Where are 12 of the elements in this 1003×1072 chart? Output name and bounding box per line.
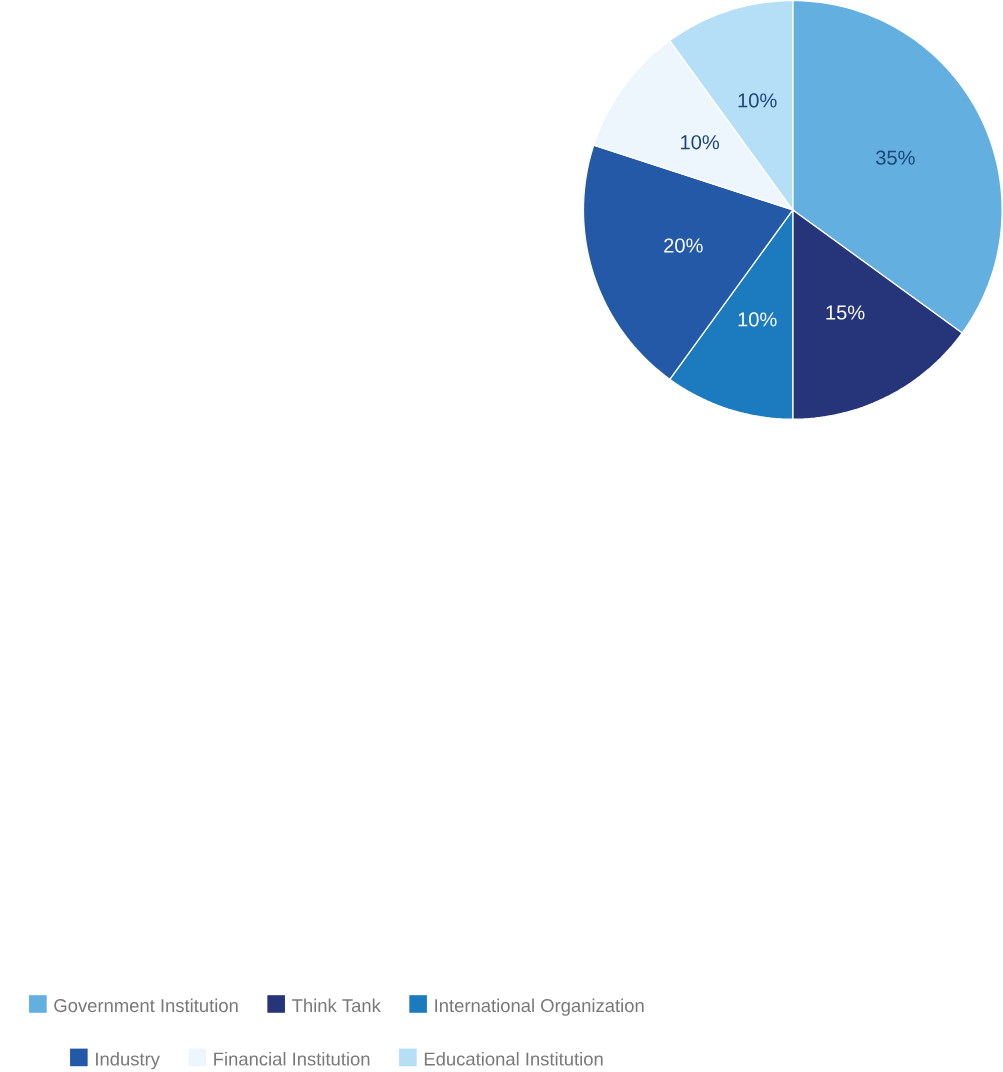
- data-label: 10%: [738, 312, 777, 327]
- legend-label: Think Tank: [292, 998, 381, 1013]
- data-label: 10%: [738, 93, 777, 108]
- data-label: 35%: [876, 150, 915, 165]
- legend-label: Industry: [96, 1052, 161, 1070]
- legend-label: Financial Institution: [214, 1052, 370, 1066]
- legend-label: International Organization: [435, 998, 644, 1016]
- data-label: 20%: [664, 238, 703, 253]
- data-label: 15%: [826, 305, 865, 320]
- legend-label: Educational Institution: [425, 1052, 603, 1066]
- legend-label: Government Institution: [54, 998, 238, 1013]
- data-label: 10%: [681, 135, 720, 150]
